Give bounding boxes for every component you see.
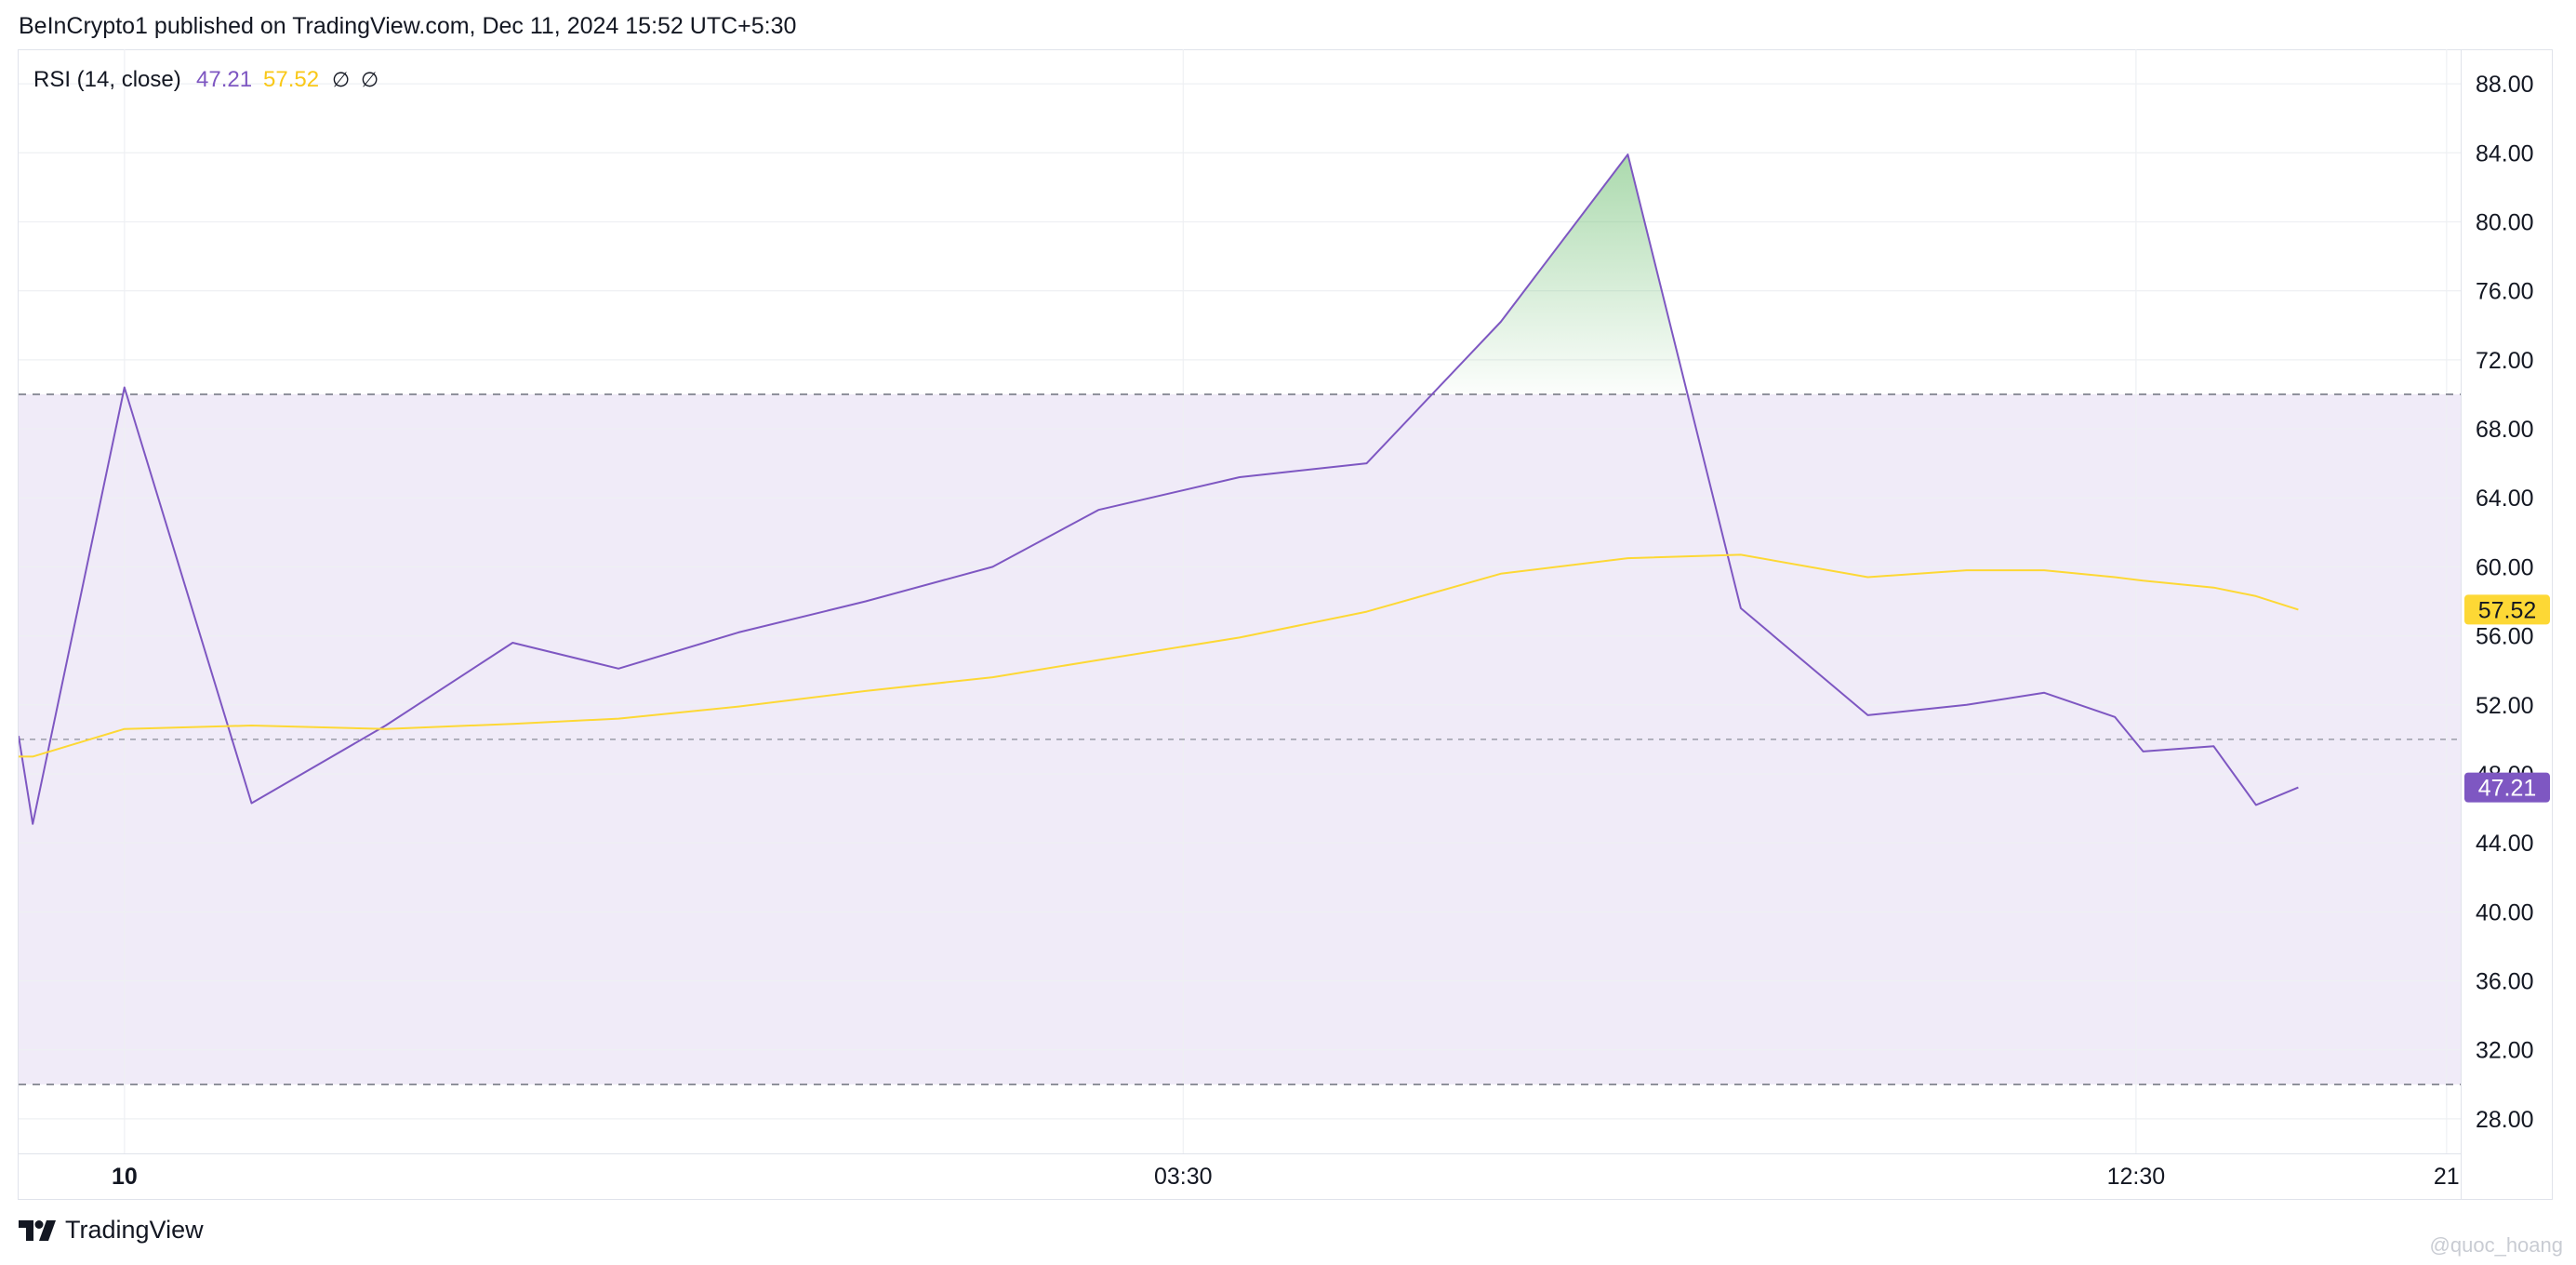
y-axis-tick-label: 52.00	[2476, 693, 2534, 719]
x-axis-tick-label: 12:30	[2107, 1164, 2166, 1190]
rsi-line[interactable]	[19, 153, 2299, 825]
publish-info: BeInCrypto1 published on TradingView.com…	[19, 13, 797, 39]
y-axis-tick-label: 56.00	[2476, 624, 2534, 650]
legend-hidden-icon[interactable]: ∅	[361, 68, 378, 91]
y-axis-tick-label: 80.00	[2476, 209, 2534, 235]
tradingview-logo-icon	[19, 1219, 56, 1241]
y-axis-tick-label: 44.00	[2476, 831, 2534, 857]
tradingview-logo[interactable]: TradingView	[19, 1216, 204, 1245]
y-axis-tick-label: 36.00	[2476, 969, 2534, 995]
chart-border	[18, 49, 2553, 1200]
y-axis-tick-label: 28.00	[2476, 1107, 2534, 1133]
x-axis-tick-label: 03:30	[1154, 1164, 1213, 1190]
y-axis-tick-label: 72.00	[2476, 348, 2534, 374]
rsi-price-label-bg	[2464, 772, 2550, 803]
tradingview-brand: TradingView	[65, 1216, 204, 1244]
y-axis-tick-label: 76.00	[2476, 279, 2534, 305]
rsi-price-label: 47.21	[2478, 776, 2537, 802]
legend-rsi-value: 47.21	[196, 67, 252, 92]
x-axis-tick-label: 21	[2434, 1164, 2460, 1190]
watermark: @quoc_hoang	[2429, 1233, 2563, 1257]
ma-price-label-bg	[2464, 594, 2550, 625]
legend-indicator-name[interactable]: RSI (14, close)	[33, 67, 181, 92]
y-axis-tick-label: 32.00	[2476, 1038, 2534, 1064]
legend-hidden-icon[interactable]: ∅	[332, 68, 350, 91]
y-axis-tick-label: 68.00	[2476, 417, 2534, 443]
y-axis-tick-label: 40.00	[2476, 899, 2534, 925]
y-axis-tick-label: 88.00	[2476, 72, 2534, 98]
overbought-fill	[1432, 154, 1688, 394]
y-axis-tick-label: 64.00	[2476, 486, 2534, 512]
y-axis-tick-label: 84.00	[2476, 140, 2534, 166]
rsi-ma-line[interactable]	[19, 553, 2299, 758]
chart-legend[interactable]: RSI (14, close) 47.21 57.52 ∅ ∅	[33, 67, 378, 92]
legend-ma-value: 57.52	[263, 67, 319, 92]
x-axis-tick-label: 10	[112, 1164, 138, 1190]
y-axis-tick-label: 60.00	[2476, 554, 2534, 580]
ma-price-label: 57.52	[2478, 597, 2537, 623]
